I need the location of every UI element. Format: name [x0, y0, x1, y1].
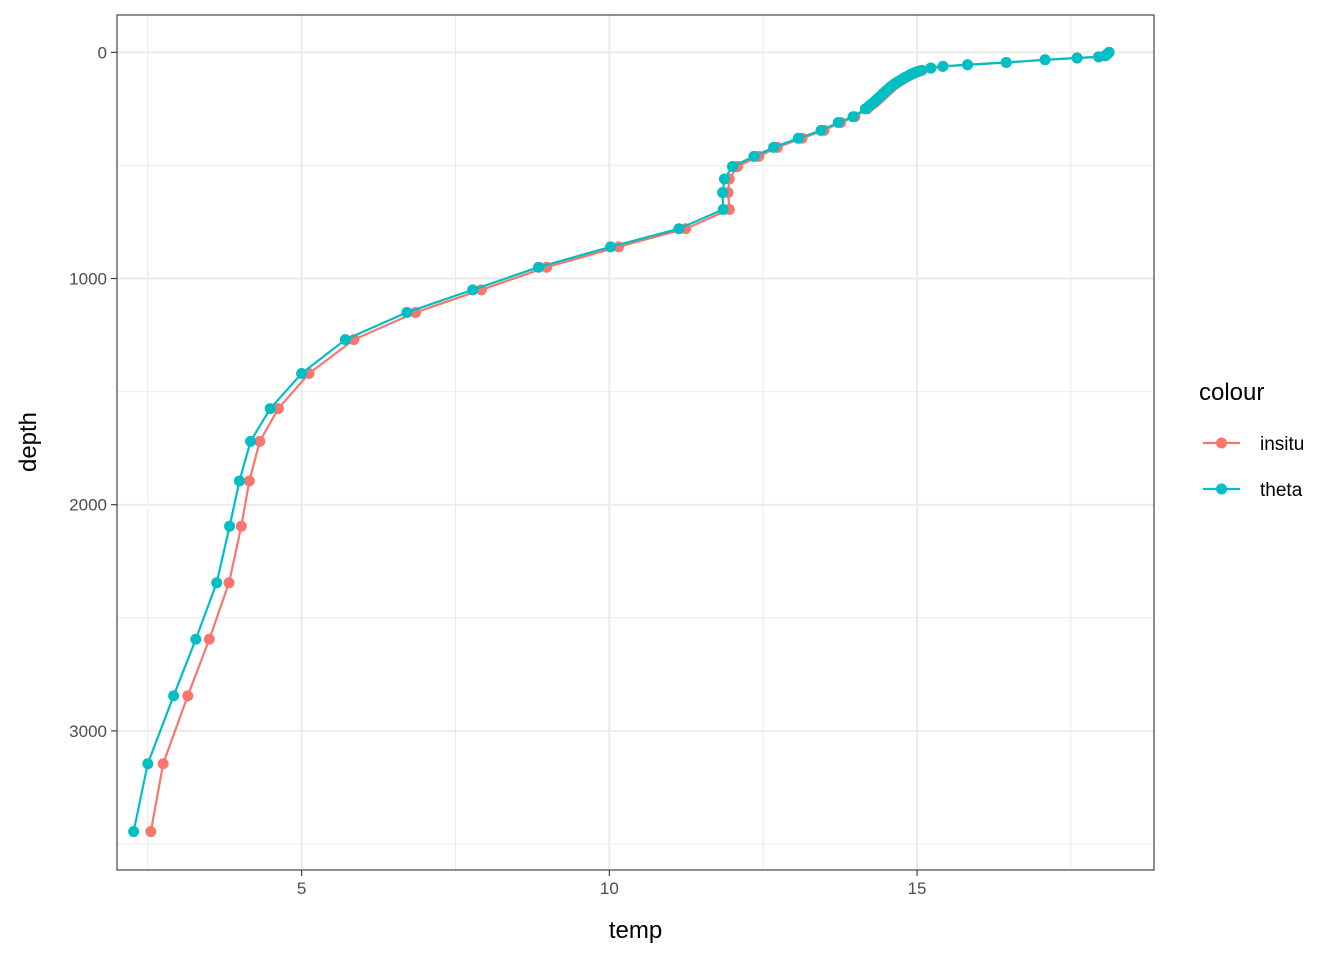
data-point-insitu — [244, 475, 255, 486]
data-point-theta — [727, 161, 738, 172]
data-point-theta — [142, 758, 153, 769]
x-tick-label: 15 — [908, 879, 927, 898]
x-tick-label: 10 — [600, 879, 619, 898]
data-point-insitu — [236, 521, 247, 532]
data-point-insitu — [224, 577, 235, 588]
data-point-theta — [467, 284, 478, 295]
data-point-theta — [962, 59, 973, 70]
data-point-theta — [340, 334, 351, 345]
data-point-theta — [833, 117, 844, 128]
data-point-theta — [296, 368, 307, 379]
x-tick-label: 5 — [297, 879, 306, 898]
data-point-theta — [768, 142, 779, 153]
data-point-theta — [718, 204, 729, 215]
y-tick-label: 3000 — [69, 722, 107, 741]
data-point-theta — [245, 436, 256, 447]
y-tick-label: 2000 — [69, 496, 107, 515]
data-point-theta — [1040, 54, 1051, 65]
data-point-theta — [168, 690, 179, 701]
data-point-theta — [401, 307, 412, 318]
data-point-theta — [234, 475, 245, 486]
data-point-theta — [719, 173, 730, 184]
data-point-theta — [848, 111, 859, 122]
legend-label: insitu — [1260, 434, 1304, 455]
data-point-insitu — [145, 826, 156, 837]
legend-key-point — [1216, 438, 1227, 449]
plot-panel — [117, 15, 1154, 870]
x-axis-title: temp — [609, 917, 662, 944]
y-tick-label: 1000 — [69, 270, 107, 289]
data-point-theta — [816, 125, 827, 136]
data-point-theta — [533, 262, 544, 273]
data-point-theta — [265, 403, 276, 414]
data-point-theta — [925, 63, 936, 74]
data-point-theta — [605, 241, 616, 252]
y-tick-label: 0 — [98, 43, 107, 62]
data-point-theta — [1001, 57, 1012, 68]
data-point-insitu — [158, 758, 169, 769]
data-point-theta — [793, 133, 804, 144]
data-point-theta — [1093, 51, 1104, 62]
data-point-theta — [717, 187, 728, 198]
data-point-theta — [860, 103, 871, 114]
legend-label: theta — [1260, 480, 1303, 501]
y-axis-title: depth — [15, 412, 42, 472]
data-point-theta — [937, 61, 948, 72]
legend-title: colour — [1199, 379, 1264, 406]
data-point-theta — [224, 521, 235, 532]
data-point-theta — [1072, 52, 1083, 63]
data-point-theta — [748, 151, 759, 162]
legend-key-point — [1216, 484, 1227, 495]
data-point-insitu — [182, 690, 193, 701]
data-point-theta — [673, 223, 684, 234]
data-point-insitu — [204, 634, 215, 645]
data-point-theta — [128, 826, 139, 837]
data-point-theta — [190, 634, 201, 645]
data-point-theta — [211, 577, 222, 588]
